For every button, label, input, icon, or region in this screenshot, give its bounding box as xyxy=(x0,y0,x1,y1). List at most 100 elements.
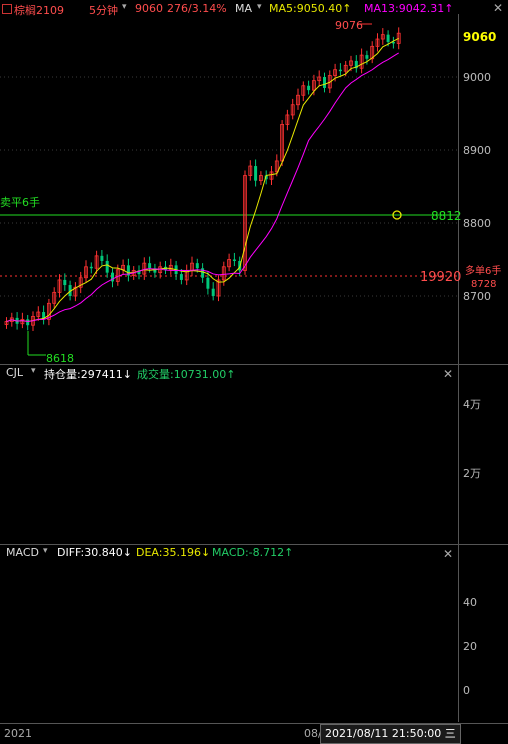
candle-up xyxy=(375,38,380,47)
candle-up xyxy=(285,114,290,125)
oi-tick: 2万 xyxy=(463,467,481,480)
macd-indicator-name[interactable]: MACD xyxy=(6,546,39,559)
candle-down xyxy=(42,312,46,320)
macd-value: MACD:-8.712↑ xyxy=(212,546,294,559)
period-chevron-icon[interactable]: ▾ xyxy=(122,2,127,12)
macd-tick: 20 xyxy=(463,640,477,653)
candle-down xyxy=(153,268,157,273)
candle-up xyxy=(168,264,173,271)
candle-up xyxy=(327,75,332,89)
candle-down xyxy=(211,288,215,296)
oi-chevron-icon[interactable]: ▾ xyxy=(31,366,36,376)
period-selector[interactable]: 5分钟 xyxy=(89,4,118,17)
buy-order-label: 多单6手 xyxy=(465,266,502,277)
candle-down xyxy=(89,266,93,269)
candle-down xyxy=(126,265,130,276)
ma5-line xyxy=(6,38,399,323)
price-tick: 8900 xyxy=(463,144,491,157)
ma13-line xyxy=(6,52,399,323)
candle-down xyxy=(232,259,236,261)
oi-close-icon[interactable]: ✕ xyxy=(443,367,454,381)
candle-up xyxy=(290,104,295,116)
candle-up xyxy=(269,171,274,180)
footer-year: 2021 xyxy=(4,727,32,740)
candle-up xyxy=(227,259,232,268)
candle-down xyxy=(307,85,311,91)
candle-down xyxy=(264,175,268,180)
panel-divider-2 xyxy=(0,544,508,545)
candle-down xyxy=(386,34,390,42)
sell-order-label: 卖平6手 xyxy=(0,196,40,209)
candle-up xyxy=(78,277,83,288)
macd-chevron-icon[interactable]: ▾ xyxy=(43,546,48,556)
order-marker-icon xyxy=(392,210,402,220)
macd-tick: 40 xyxy=(463,596,477,609)
candle-up xyxy=(73,286,78,297)
candle-up xyxy=(248,165,253,176)
volume-marker: 19920 xyxy=(420,270,462,285)
price-change: 276/3.14% xyxy=(167,2,227,15)
candle-up xyxy=(343,64,348,72)
candle-down xyxy=(26,319,30,326)
candle-up xyxy=(280,124,285,162)
candle-up xyxy=(274,160,279,173)
macd-tick: 0 xyxy=(463,684,470,697)
ma5-value: MA5:9050.40↑ xyxy=(269,2,352,15)
candle-up xyxy=(36,311,41,317)
menu-square-icon[interactable] xyxy=(2,4,12,14)
footer-mid-date: 08/ xyxy=(304,727,322,740)
header-bar: 棕榈2109 5分钟 ▾ 9060 276/3.14% MA ▾ MA5:905… xyxy=(0,1,508,17)
candle-down xyxy=(137,270,141,275)
candle-down xyxy=(111,272,114,282)
candle-down xyxy=(179,274,183,280)
ma13-value: MA13:9042.31↑ xyxy=(364,2,454,15)
candle-down xyxy=(365,55,369,59)
candle-down xyxy=(105,260,109,273)
candle-up xyxy=(243,175,247,271)
candle-down xyxy=(338,69,342,72)
candle-up xyxy=(296,94,300,106)
volume-value: 成交量:10731.00↑ xyxy=(137,368,236,381)
price-tick: 8700 xyxy=(463,290,491,303)
high-price-label: 9076 xyxy=(335,19,363,32)
candle-down xyxy=(201,268,205,278)
last-price: 9060 xyxy=(135,2,163,15)
indicator-chevron-icon[interactable]: ▾ xyxy=(257,2,262,12)
candle-up xyxy=(333,69,338,76)
buy-order-price: 8728 xyxy=(471,279,497,290)
sell-order-price: 8812 xyxy=(431,209,462,223)
candle-up xyxy=(216,279,221,297)
candle-down xyxy=(323,77,326,88)
current-price-tag: 9060 xyxy=(463,30,497,44)
dea-value: DEA:35.196↓ xyxy=(136,546,211,559)
candle-up xyxy=(142,262,147,275)
open-interest-value: 持仓量:297411↓ xyxy=(44,368,132,381)
candle-up xyxy=(380,34,385,40)
oi-tick: 4万 xyxy=(463,398,481,411)
candle-up xyxy=(311,80,316,91)
symbol-label[interactable]: 棕榈2109 xyxy=(14,4,64,17)
candle-up xyxy=(258,175,263,182)
panel-divider-1 xyxy=(0,364,508,365)
candle-down xyxy=(63,279,67,286)
candle-down xyxy=(148,263,152,269)
candlestick-chart[interactable] xyxy=(0,0,458,364)
diff-value: DIFF:30.840↓ xyxy=(57,546,132,559)
indicator-selector[interactable]: MA xyxy=(235,2,253,15)
oi-indicator-name[interactable]: CJL xyxy=(6,366,24,379)
candle-up xyxy=(349,60,353,66)
low-price-label: 8618 xyxy=(46,352,74,365)
candle-down xyxy=(100,255,104,261)
candle-up xyxy=(301,85,306,96)
candle-down xyxy=(206,277,210,289)
crosshair-datetime: 2021/08/11 21:50:00 三 xyxy=(320,724,461,744)
candle-down xyxy=(68,285,72,296)
candle-up xyxy=(47,302,51,320)
close-icon[interactable]: ✕ xyxy=(493,1,504,15)
candle-up xyxy=(370,45,375,60)
candle-down xyxy=(391,41,395,44)
candle-up xyxy=(221,266,226,281)
candle-up xyxy=(84,266,88,279)
candle-up xyxy=(359,54,364,69)
macd-close-icon[interactable]: ✕ xyxy=(443,547,454,561)
